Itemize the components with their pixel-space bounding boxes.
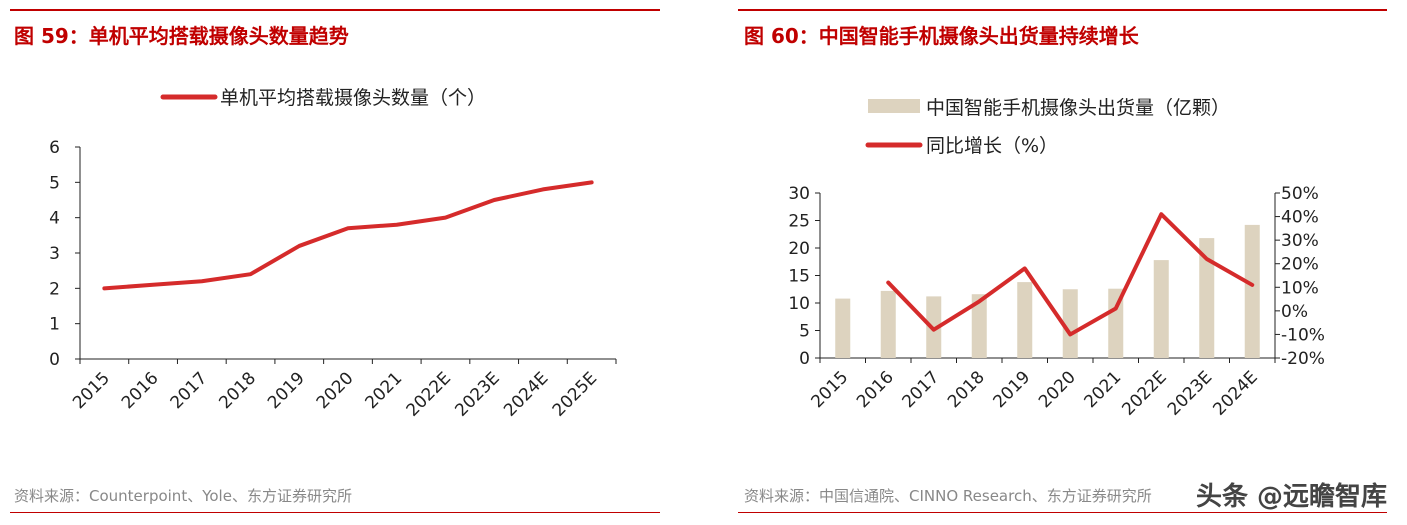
legend-label-line: 同比增长（%）: [926, 135, 1058, 157]
watermark: 头条 @远瞻智库: [1195, 482, 1387, 512]
figure-title: 图 60：中国智能手机摄像头出货量持续增长: [744, 24, 1139, 48]
y-tick-label: 25: [788, 212, 810, 232]
y2-tick-label: 50%: [1281, 184, 1319, 204]
y2-tick-label: 40%: [1281, 208, 1319, 228]
x-tick-label: 2019: [264, 368, 309, 413]
x-tick-label: 2016: [118, 368, 163, 413]
camera-count-line-chart: 0 1 2 3 4 5 6 2015 2016 2017 2018 2019 2020 20212022E…: [49, 87, 617, 421]
bottom-rule: [738, 512, 1387, 513]
y-tick-label: 1: [49, 315, 60, 335]
x-tick-label: 2019: [990, 367, 1035, 412]
y2-tick-label: 20%: [1281, 255, 1319, 275]
x-tick-label: 2018: [944, 367, 989, 412]
y-tick-label: 5: [799, 322, 810, 342]
y2-tick-label: -10%: [1281, 325, 1325, 345]
y2-tick-label: -20%: [1281, 349, 1325, 369]
x-tick-label: 2023E: [1164, 367, 1216, 419]
x-tick-label: 2016: [853, 367, 898, 412]
left-figure-panel: 图 59：单机平均搭载摄像头数量趋势 0 1 2 3 4 5 6 2015 2016 2017 20…: [0, 0, 670, 525]
bar: [1062, 289, 1078, 358]
x-tick-label: 2022E: [1118, 367, 1170, 419]
bar: [1153, 260, 1169, 358]
bottom-rule: [10, 512, 660, 513]
bar: [1199, 238, 1215, 358]
y-tick-label: 20: [788, 239, 810, 259]
y2-tick-label: 30%: [1281, 231, 1319, 251]
bar: [880, 290, 896, 358]
legend-swatch-bar: [868, 99, 920, 113]
x-tick-label: 2023E: [451, 368, 503, 420]
y2-tick-label: 0%: [1281, 302, 1308, 322]
x-tick-label: 2017: [167, 368, 212, 413]
y-tick-label: 6: [49, 138, 60, 158]
y-tick-label: 0: [799, 349, 810, 369]
x-tick-label: 2015: [808, 367, 853, 412]
x-tick-label: 2015: [69, 368, 114, 413]
right-figure-panel: 图 60：中国智能手机摄像头出货量持续增长 0 5 10 15 20 25 30 -20% -1…: [738, 0, 1407, 525]
y-tick-label: 30: [788, 184, 810, 204]
growth-line: [886, 212, 1255, 337]
legend-label-bar: 中国智能手机摄像头出货量（亿颗）: [926, 97, 1230, 119]
x-tick-label: 2020: [313, 368, 358, 413]
x-tick-label: 2018: [215, 368, 260, 413]
bar: [1244, 224, 1260, 358]
y2-tick-label: 10%: [1281, 278, 1319, 298]
y-tick-label: 4: [49, 209, 60, 229]
bar: [1017, 282, 1033, 358]
x-tick-label: 2024E: [1209, 367, 1261, 419]
series-line: [102, 180, 594, 291]
x-tick-label: 2025E: [549, 368, 601, 420]
top-rule: [10, 9, 660, 11]
top-rule: [738, 9, 1387, 11]
y-tick-label: 10: [788, 294, 810, 314]
y-tick-label: 2: [49, 279, 60, 299]
x-tick-label: 2020: [1035, 367, 1080, 412]
source-note: 资料来源：中国信通院、CINNO Research、东方证券研究所: [744, 487, 1152, 505]
bar: [971, 294, 987, 358]
x-tick-label: 2022E: [403, 368, 455, 420]
figure-title: 图 59：单机平均搭载摄像头数量趋势: [14, 24, 349, 48]
y-tick-label: 5: [49, 173, 60, 193]
y-tick-label: 3: [49, 244, 60, 264]
bar: [1108, 288, 1124, 358]
legend-label: 单机平均搭载摄像头数量（个）: [220, 87, 486, 109]
x-tick-label: 2024E: [500, 368, 552, 420]
source-note: 资料来源：Counterpoint、Yole、东方证券研究所: [14, 487, 352, 505]
y-tick-label: 0: [49, 350, 60, 370]
x-tick-label: 2017: [899, 367, 944, 412]
camera-shipment-combo-chart: 0 5 10 15 20 25 30 -20% -10% 0% 10% 20% 30% 40% 50% 201…: [788, 97, 1325, 420]
y-tick-label: 15: [788, 267, 810, 287]
bar: [835, 298, 851, 358]
x-tick-label: 2021: [362, 368, 407, 413]
